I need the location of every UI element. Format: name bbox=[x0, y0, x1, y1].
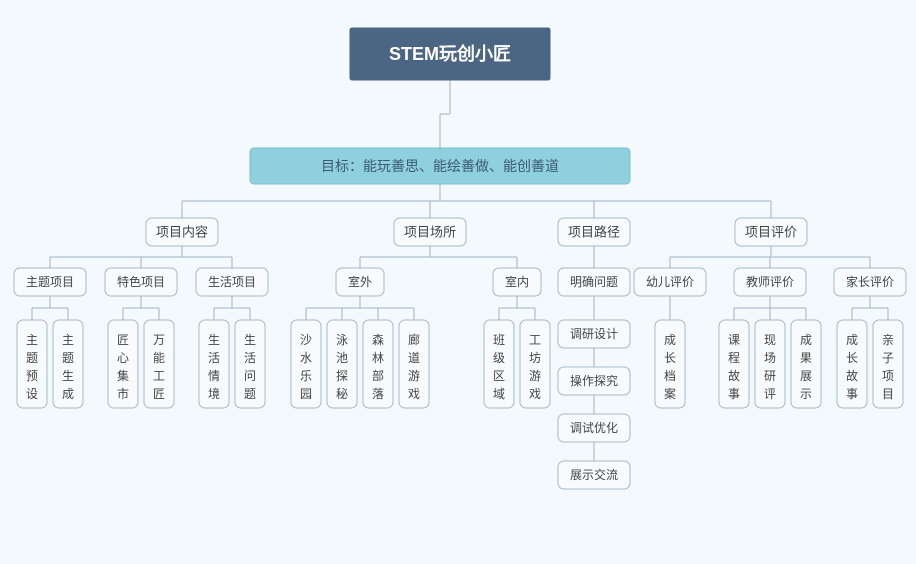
subcat-label-indoor: 室内 bbox=[505, 274, 529, 289]
path-step-label-2: 调试优化 bbox=[570, 420, 618, 435]
svg-text:泳: 泳 bbox=[336, 333, 348, 347]
svg-text:境: 境 bbox=[208, 386, 220, 401]
svg-text:活: 活 bbox=[208, 351, 220, 365]
svg-text:廊: 廊 bbox=[408, 332, 420, 347]
svg-text:活: 活 bbox=[244, 351, 256, 365]
svg-text:集: 集 bbox=[117, 368, 129, 383]
svg-text:事: 事 bbox=[846, 387, 858, 401]
subcat-label-teacher: 教师评价 bbox=[746, 274, 794, 289]
svg-text:水: 水 bbox=[300, 351, 312, 365]
svg-text:班: 班 bbox=[493, 333, 505, 347]
subcat-label-child: 幼儿评价 bbox=[646, 275, 694, 289]
path-step-label-1: 操作探究 bbox=[570, 373, 618, 388]
svg-text:项: 项 bbox=[882, 369, 894, 383]
svg-text:区: 区 bbox=[493, 369, 505, 383]
svg-text:故: 故 bbox=[846, 368, 858, 383]
svg-text:案: 案 bbox=[664, 386, 676, 401]
svg-text:游: 游 bbox=[529, 369, 541, 383]
svg-text:林: 林 bbox=[372, 351, 384, 365]
svg-text:示: 示 bbox=[800, 387, 812, 401]
subcat-label-life: 生活项目 bbox=[208, 275, 256, 289]
subcat-label-clarify: 明确问题 bbox=[570, 275, 618, 289]
category-label-content: 项目内容 bbox=[156, 225, 208, 240]
svg-text:道: 道 bbox=[408, 351, 420, 365]
svg-text:生: 生 bbox=[208, 333, 220, 347]
svg-text:情: 情 bbox=[208, 369, 220, 383]
svg-text:落: 落 bbox=[372, 387, 384, 401]
svg-text:沙: 沙 bbox=[300, 333, 312, 347]
title-label: STEM玩创小匠 bbox=[389, 43, 511, 64]
svg-text:匠: 匠 bbox=[153, 387, 165, 401]
svg-text:森: 森 bbox=[372, 332, 384, 347]
svg-text:匠: 匠 bbox=[117, 333, 129, 347]
svg-text:事: 事 bbox=[728, 387, 740, 401]
svg-text:研: 研 bbox=[764, 369, 776, 383]
svg-text:长: 长 bbox=[846, 351, 858, 365]
svg-text:探: 探 bbox=[336, 369, 348, 383]
svg-text:乐: 乐 bbox=[300, 369, 312, 383]
svg-text:成: 成 bbox=[664, 333, 676, 347]
subcat-label-outdoor: 室外 bbox=[348, 274, 372, 289]
svg-text:题: 题 bbox=[244, 387, 256, 401]
svg-text:级: 级 bbox=[493, 351, 505, 365]
svg-text:万: 万 bbox=[153, 333, 165, 347]
svg-text:坊: 坊 bbox=[529, 350, 541, 365]
category-label-evaluate: 项目评价 bbox=[745, 225, 797, 240]
svg-text:题: 题 bbox=[26, 351, 38, 365]
svg-text:问: 问 bbox=[244, 369, 256, 383]
svg-text:游: 游 bbox=[408, 369, 420, 383]
svg-text:题: 题 bbox=[62, 351, 74, 365]
svg-text:工: 工 bbox=[529, 333, 541, 347]
svg-text:秘: 秘 bbox=[336, 387, 348, 401]
subcat-label-parent: 家长评价 bbox=[846, 274, 894, 289]
svg-text:程: 程 bbox=[728, 350, 740, 365]
svg-text:场: 场 bbox=[764, 351, 776, 365]
svg-text:档: 档 bbox=[664, 369, 676, 383]
svg-text:目: 目 bbox=[882, 387, 894, 401]
svg-text:成: 成 bbox=[846, 333, 858, 347]
svg-text:预: 预 bbox=[26, 369, 38, 383]
subcat-label-theme: 主题项目 bbox=[26, 275, 74, 289]
svg-text:评: 评 bbox=[764, 387, 776, 401]
svg-text:展: 展 bbox=[800, 369, 812, 383]
svg-text:市: 市 bbox=[117, 386, 129, 401]
svg-text:课: 课 bbox=[728, 333, 740, 347]
svg-text:池: 池 bbox=[336, 351, 348, 365]
svg-text:设: 设 bbox=[26, 387, 38, 401]
svg-text:园: 园 bbox=[300, 387, 312, 401]
org-chart: STEM玩创小匠目标：能玩善思、能绘善做、能创善道项目内容项目场所项目路径项目评… bbox=[0, 0, 916, 564]
svg-text:成: 成 bbox=[62, 387, 74, 401]
svg-text:成: 成 bbox=[800, 333, 812, 347]
svg-text:果: 果 bbox=[800, 351, 812, 365]
path-step-label-0: 调研设计 bbox=[570, 327, 618, 341]
svg-text:主: 主 bbox=[26, 333, 38, 347]
svg-text:生: 生 bbox=[62, 369, 74, 383]
category-label-place: 项目场所 bbox=[404, 225, 456, 240]
svg-text:心: 心 bbox=[117, 351, 129, 365]
svg-text:现: 现 bbox=[764, 333, 776, 347]
svg-text:戏: 戏 bbox=[408, 387, 420, 401]
svg-text:主: 主 bbox=[62, 333, 74, 347]
category-label-path: 项目路径 bbox=[568, 225, 620, 240]
svg-text:故: 故 bbox=[728, 368, 740, 383]
svg-text:部: 部 bbox=[372, 368, 384, 383]
svg-text:戏: 戏 bbox=[529, 387, 541, 401]
goal-label: 目标：能玩善思、能绘善做、能创善道 bbox=[321, 158, 559, 174]
svg-text:能: 能 bbox=[153, 351, 165, 365]
subcat-label-feature: 特色项目 bbox=[117, 274, 165, 289]
svg-text:亲: 亲 bbox=[882, 333, 894, 347]
svg-text:生: 生 bbox=[244, 333, 256, 347]
path-step-label-3: 展示交流 bbox=[570, 467, 618, 482]
svg-text:域: 域 bbox=[493, 387, 505, 401]
svg-text:工: 工 bbox=[153, 369, 165, 383]
svg-text:长: 长 bbox=[664, 351, 676, 365]
svg-text:子: 子 bbox=[882, 351, 894, 365]
